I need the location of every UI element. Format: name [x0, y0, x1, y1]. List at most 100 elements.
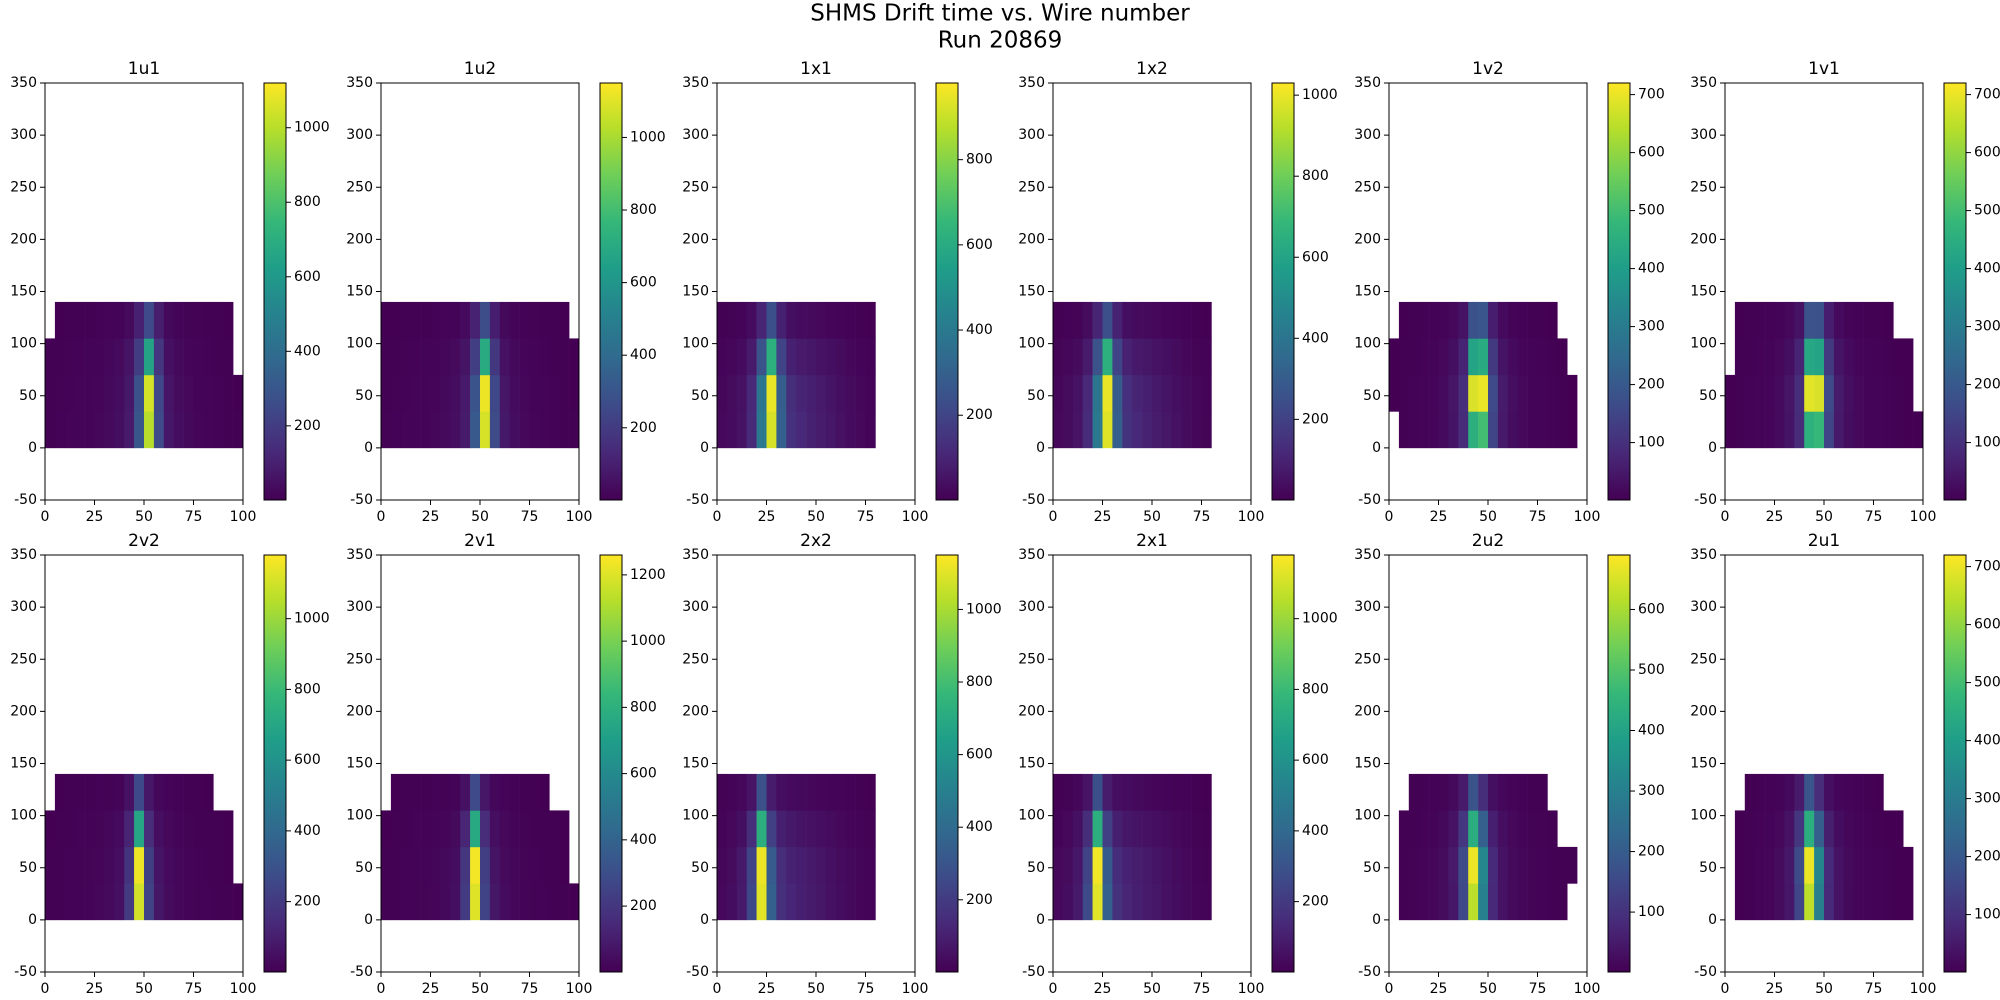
heatmap-cell [549, 301, 560, 339]
heatmap-cell [203, 773, 214, 811]
x-tick-label: 100 [230, 981, 257, 997]
heatmap-cell [54, 301, 66, 339]
x-tick-label: 100 [1238, 509, 1265, 525]
heatmap-cell [183, 773, 194, 811]
heatmap-cell [766, 773, 777, 811]
heatmap-cell [509, 773, 520, 811]
y-tick-label: 0 [700, 440, 709, 456]
heatmap-cell [1497, 338, 1509, 376]
heatmap-cell [499, 883, 510, 921]
heatmap-cell [1814, 374, 1825, 412]
heatmap-cell [796, 883, 807, 921]
x-tick-label: 75 [185, 981, 203, 997]
heatmap-cell [1527, 374, 1538, 412]
x-tick-label: 25 [86, 509, 104, 525]
heatmap-cell [420, 411, 431, 449]
y-tick-label: 200 [10, 231, 37, 247]
heatmap-cell [746, 810, 757, 848]
heatmap-cell [835, 301, 846, 339]
heatmap-cell [381, 301, 392, 339]
y-tick-label: 350 [682, 547, 709, 563]
y-tick-label: 0 [1372, 912, 1381, 928]
heatmap-cell [1537, 846, 1548, 884]
heatmap-cell [1112, 301, 1123, 339]
heatmap-cell [213, 846, 224, 884]
heatmap-cell [1161, 374, 1173, 412]
heatmap-cell [470, 301, 481, 339]
heatmap-cell [104, 411, 115, 449]
heatmap-cell [1171, 338, 1182, 376]
heatmap-cell [1398, 883, 1410, 921]
heatmap-cell [1794, 338, 1805, 376]
heatmap-cell [816, 846, 827, 884]
y-tick-label: -50 [1694, 492, 1717, 508]
heatmap-cell [410, 810, 421, 848]
y-tick-label: -50 [350, 492, 373, 508]
y-tick-label: 300 [346, 599, 373, 615]
heatmap-cell [64, 301, 75, 339]
y-tick-label: 350 [1018, 547, 1045, 563]
heatmap-cell [1488, 810, 1499, 848]
heatmap-cell [144, 411, 155, 449]
colorbar-tick-label: 1000 [1302, 87, 1338, 103]
heatmap-cell [1112, 374, 1123, 412]
heatmap-cell [1814, 411, 1825, 449]
heatmap-cell [1488, 374, 1499, 412]
heatmap-cell [480, 773, 491, 811]
heatmap-cell [756, 338, 767, 376]
heatmap-cell [1398, 411, 1410, 449]
heatmap-cell [1794, 773, 1805, 811]
heatmap-cell [193, 338, 204, 376]
heatmap-cell [1567, 374, 1578, 412]
heatmap-cell [1082, 883, 1093, 921]
heatmap-cell [64, 810, 75, 848]
heatmap-cell [1873, 301, 1884, 339]
heatmap-cell [450, 810, 461, 848]
heatmap-cell [1547, 883, 1558, 921]
heatmap-cell [1804, 810, 1815, 848]
heatmap-cell [1754, 883, 1765, 921]
y-tick-label: 150 [346, 284, 373, 300]
x-tick-label: 25 [1766, 981, 1784, 997]
heatmap-cell [1132, 773, 1143, 811]
y-tick-label: 50 [691, 860, 709, 876]
heatmap-cell [460, 338, 471, 376]
heatmap-cell [1201, 374, 1212, 412]
y-tick-label: 100 [682, 808, 709, 824]
heatmap-cell [1428, 846, 1439, 884]
heatmap-cell [1478, 810, 1489, 848]
heatmap-cell [1132, 338, 1143, 376]
heatmap-cell [1903, 338, 1914, 376]
heatmap-cell [1448, 338, 1459, 376]
heatmap-cell [766, 374, 777, 412]
y-tick-label: 50 [1027, 860, 1045, 876]
heatmap-cell [845, 301, 856, 339]
heatmap-cell [1744, 338, 1755, 376]
heatmap-cell [1567, 411, 1578, 449]
y-tick-label: 50 [691, 388, 709, 404]
y-tick-label: 350 [10, 75, 37, 91]
heatmap-cell [766, 338, 777, 376]
heatmap-cell [1507, 301, 1518, 339]
colorbar-tick-label: 600 [1974, 145, 2000, 161]
heatmap-cell [420, 374, 431, 412]
colorbar-tick-label: 700 [1638, 87, 1665, 103]
colorbar-tick-label: 400 [966, 819, 993, 835]
heatmap-cell [786, 883, 797, 921]
heatmap-cell [855, 810, 866, 848]
heatmap-cell [835, 773, 846, 811]
colorbar-tick-label: 600 [294, 752, 321, 768]
heatmap-cell [855, 301, 866, 339]
heatmap-cell [94, 301, 105, 339]
heatmap-cell [1764, 883, 1775, 921]
heatmap-cell [1824, 411, 1835, 449]
heatmap-cell [1804, 773, 1815, 811]
heatmap-cell [1092, 411, 1103, 449]
heatmap-cell [1774, 411, 1785, 449]
heatmap-cell [94, 773, 105, 811]
y-tick-label: 300 [1690, 599, 1717, 615]
y-tick-label: 250 [682, 179, 709, 195]
heatmap-cell [1152, 846, 1163, 884]
heatmap-cell [1458, 338, 1469, 376]
x-tick-label: 0 [41, 981, 50, 997]
